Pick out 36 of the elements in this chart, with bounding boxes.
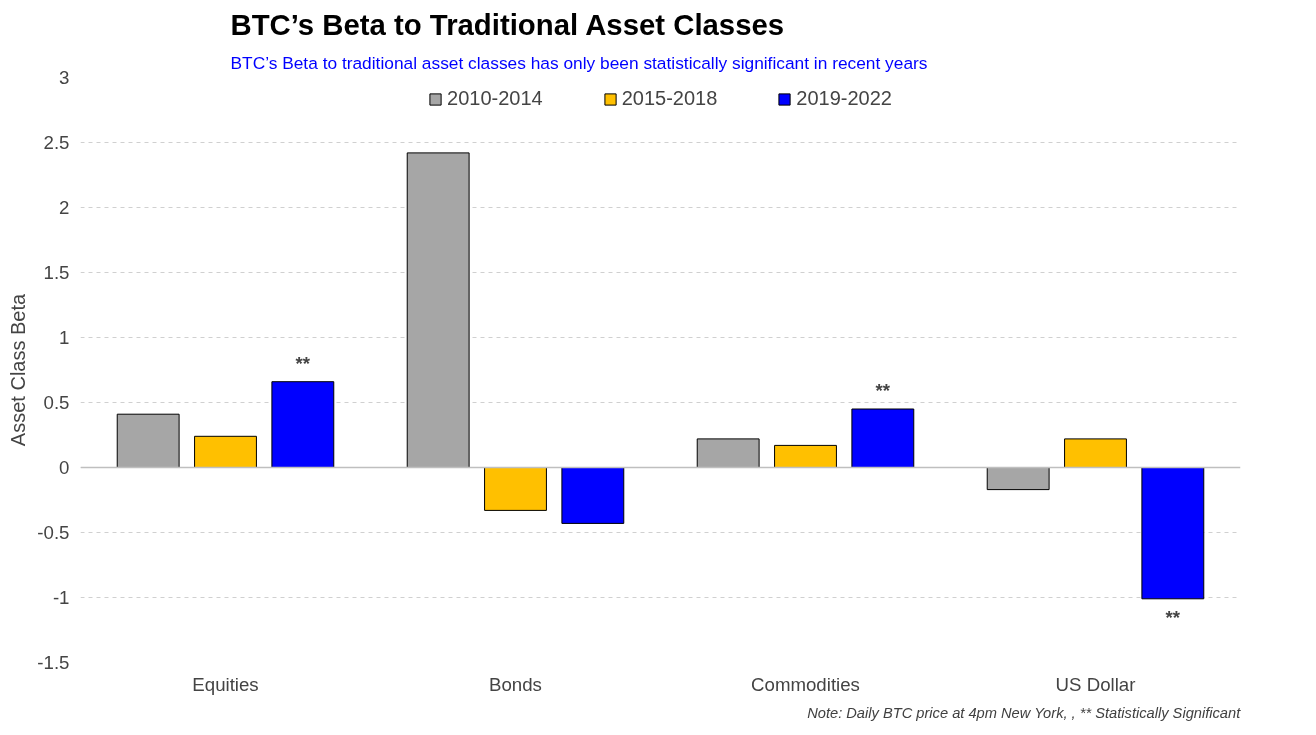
bar	[1141, 467, 1205, 600]
x-tick-label: Bonds	[489, 673, 542, 695]
annotation: **	[295, 352, 311, 374]
bar	[116, 413, 180, 468]
bar	[484, 467, 547, 511]
bar	[774, 444, 837, 468]
x-tick-label: Commodities	[751, 673, 860, 695]
bar	[696, 438, 760, 468]
bar	[406, 152, 470, 468]
bar	[194, 435, 257, 468]
y-tick-label: 0.5	[43, 392, 70, 413]
y-tick-label: 2	[59, 197, 70, 218]
text: Note: Daily BTC price at 4pm New York, , ** Statistically Significant	[807, 704, 1242, 721]
bar	[271, 381, 335, 468]
x-tick-label: Equities	[192, 673, 259, 695]
y-axis-title: Asset Class Beta	[7, 292, 30, 447]
y-tick-label: 3	[59, 67, 70, 88]
y-tick-label: -1.5	[37, 652, 70, 673]
y-tick-label: -0.5	[37, 522, 70, 543]
chart-subtitle: BTC’s Beta to traditional asset classes has only been statistically significant in recent years	[230, 52, 928, 73]
annotation: **	[875, 380, 891, 401]
annotation: **	[1165, 606, 1181, 628]
bar	[851, 408, 915, 468]
y-tick-label: 2.5	[43, 132, 70, 153]
y-tick-label: 1	[59, 327, 70, 348]
legend-label: 2019-2022	[796, 87, 892, 110]
bar	[986, 467, 1050, 491]
y-tick-label: 1.5	[43, 262, 70, 283]
y-tick-label: 0	[59, 457, 70, 478]
x-tick-label: US Dollar	[1055, 673, 1136, 695]
bar	[561, 467, 625, 524]
chart-title: BTC’s Beta to Traditional Asset Classes	[230, 7, 785, 41]
legend-label: 2015-2018	[621, 87, 718, 110]
legend-label: 2010-2014	[447, 87, 543, 110]
bar	[1064, 438, 1127, 468]
y-tick-label: -1	[52, 587, 70, 608]
